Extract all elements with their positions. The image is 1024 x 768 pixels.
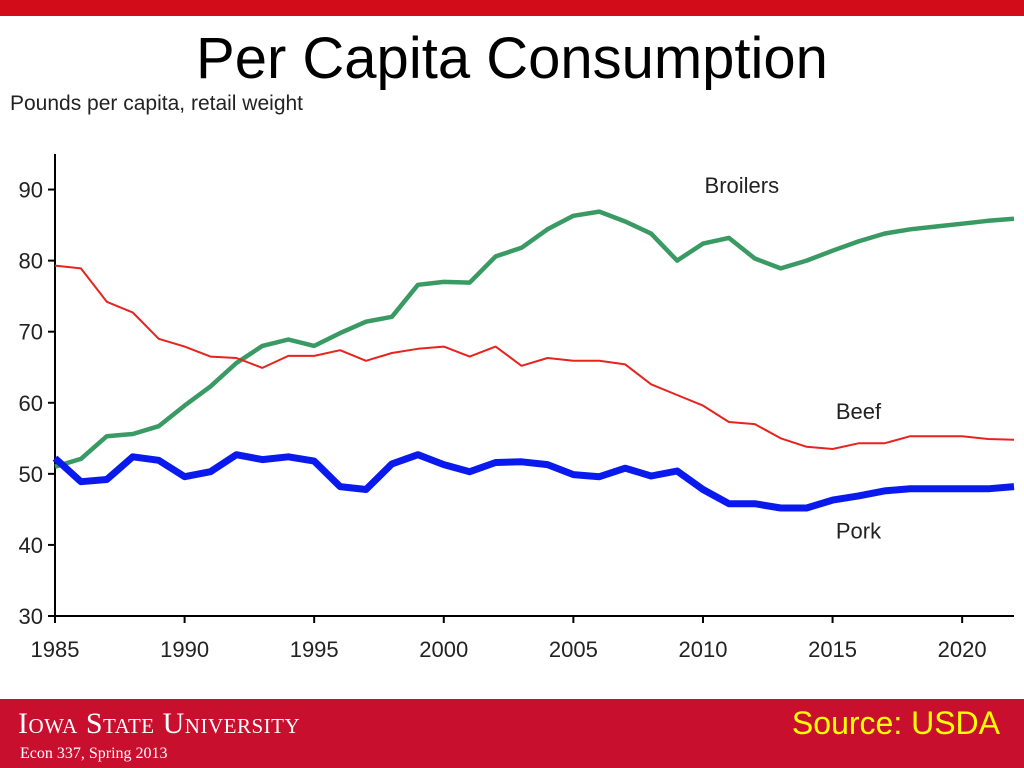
- y-tick-label: 30: [19, 604, 43, 629]
- x-tick-label: 2005: [549, 637, 598, 662]
- top-accent-bar: [0, 0, 1024, 16]
- x-tick-label: 1995: [290, 637, 339, 662]
- slide-title: Per Capita Consumption: [196, 26, 828, 91]
- y-tick-label: 50: [19, 462, 43, 487]
- y-tick-label: 90: [19, 178, 43, 203]
- chart-series-labels: Broilers Beef Pork: [705, 173, 883, 543]
- x-tick-label: 2015: [808, 637, 857, 662]
- y-axis-label: Pounds per capita, retail weight: [10, 92, 303, 115]
- source-label: Source: USDA: [791, 705, 1000, 741]
- y-tick-label: 70: [19, 320, 43, 345]
- chart-series: [52, 209, 1015, 512]
- series-line-broilers: [54, 209, 1015, 469]
- university-wordmark: Iowa State University: [18, 707, 301, 740]
- chart-axes: 30 40 50 60 70 80 90 1985 1990 1995 2000 2005 2010 20…: [19, 154, 1014, 662]
- footer-bar: Iowa State University Econ 337, Spring 2…: [0, 699, 1024, 768]
- x-tick-label: 2010: [678, 637, 727, 662]
- series-line-pork: [52, 451, 1015, 512]
- series-label-pork: Pork: [836, 519, 882, 544]
- x-tick-label: 2000: [419, 637, 468, 662]
- series-label-broilers: Broilers: [705, 173, 780, 198]
- chart-container: Pounds per capita, retail weight 30 40 50 6…: [0, 84, 1024, 684]
- series-label-beef: Beef: [836, 399, 882, 424]
- y-tick-label: 80: [19, 249, 43, 274]
- y-tick-label: 60: [19, 391, 43, 416]
- series-line-beef: [54, 264, 1015, 450]
- course-label: Econ 337, Spring 2013: [20, 745, 168, 762]
- x-tick-label: 1990: [160, 637, 209, 662]
- y-tick-label: 40: [19, 533, 43, 558]
- x-tick-label: 2020: [938, 637, 987, 662]
- consumption-line-chart: Pounds per capita, retail weight 30 40 50 6…: [10, 92, 1015, 662]
- x-tick-label: 1985: [31, 637, 80, 662]
